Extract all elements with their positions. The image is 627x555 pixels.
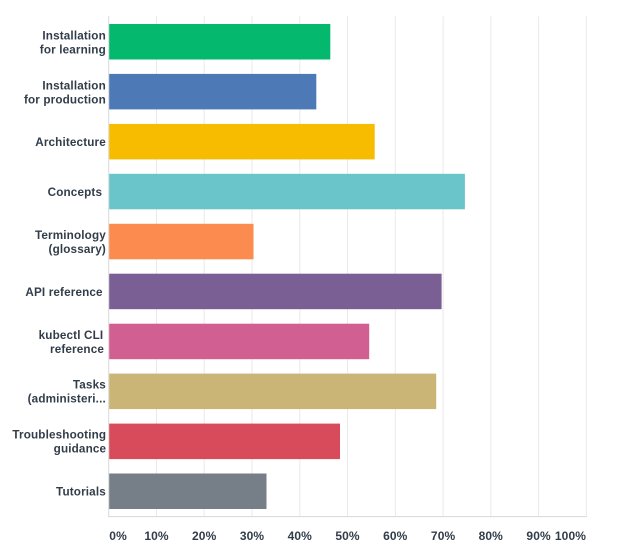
svg-text:0%: 0% xyxy=(109,529,127,543)
svg-text:10%: 10% xyxy=(144,529,169,543)
svg-text:for learning: for learning xyxy=(40,43,106,56)
svg-text:60%: 60% xyxy=(383,529,408,543)
svg-text:Terminology: Terminology xyxy=(35,229,106,242)
svg-text:90%: 90% xyxy=(526,529,551,543)
svg-text:30%: 30% xyxy=(240,529,265,543)
svg-text:guidance: guidance xyxy=(54,443,107,456)
svg-text:20%: 20% xyxy=(192,529,217,543)
svg-text:Installation: Installation xyxy=(42,29,106,42)
svg-text:Concepts: Concepts xyxy=(48,186,103,199)
svg-text:API reference: API reference xyxy=(25,286,103,299)
svg-text:Tutorials: Tutorials xyxy=(56,486,106,499)
svg-text:Architecture: Architecture xyxy=(35,136,106,149)
svg-text:(glossary): (glossary) xyxy=(49,243,106,256)
svg-text:(administeri...: (administeri... xyxy=(28,393,106,406)
svg-text:100%: 100% xyxy=(555,529,586,543)
svg-text:Installation: Installation xyxy=(42,79,106,92)
svg-text:40%: 40% xyxy=(288,529,313,543)
svg-text:Troubleshooting: Troubleshooting xyxy=(12,429,106,442)
svg-text:for production: for production xyxy=(24,93,106,106)
svg-text:50%: 50% xyxy=(335,529,360,543)
svg-text:80%: 80% xyxy=(479,529,504,543)
svg-text:reference: reference xyxy=(50,343,104,356)
svg-text:kubectl CLI: kubectl CLI xyxy=(39,329,104,342)
svg-text:Tasks: Tasks xyxy=(73,379,106,392)
svg-text:70%: 70% xyxy=(431,529,456,543)
